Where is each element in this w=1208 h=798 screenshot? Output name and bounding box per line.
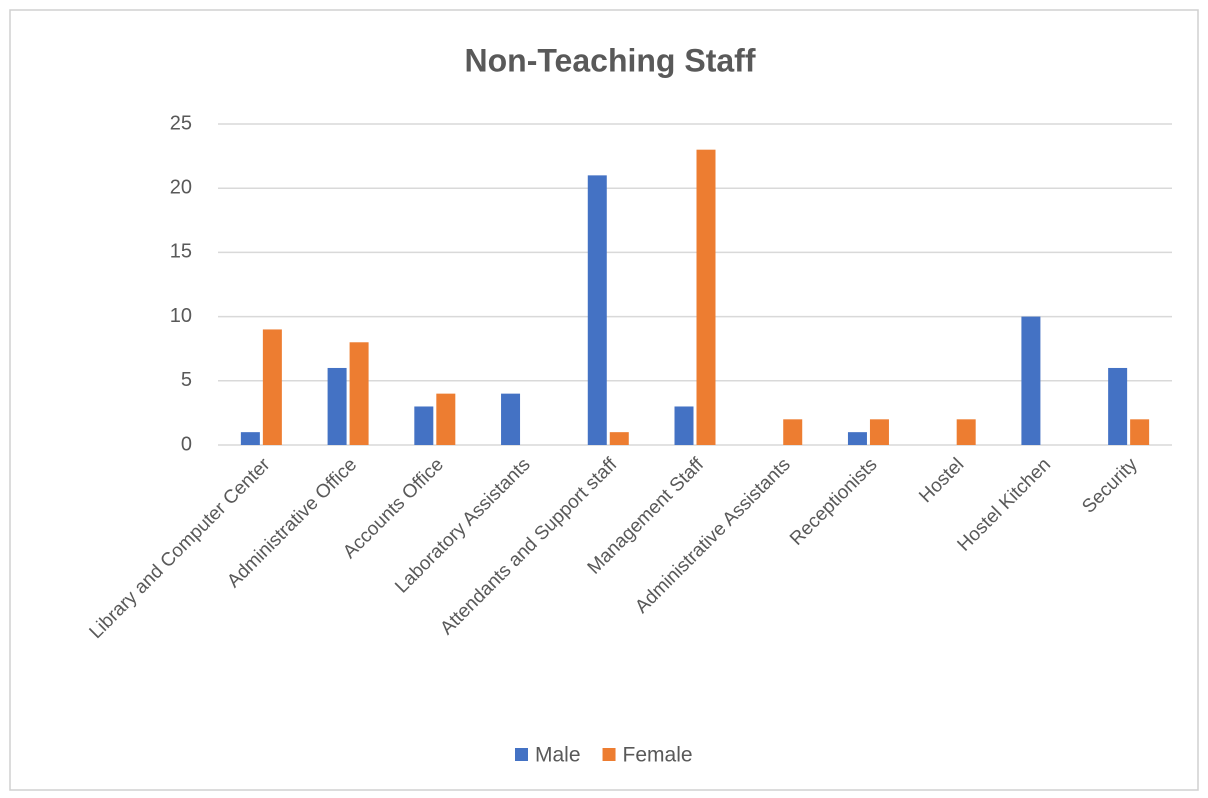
bar [783,419,803,445]
bar [847,432,867,445]
bar [674,406,694,445]
chart-title: Non-Teaching Staff [465,42,756,78]
bar [436,393,456,445]
bar [240,432,260,445]
bar [1108,367,1128,445]
bar [1130,419,1150,445]
y-tick-label: 15 [170,241,192,263]
bar [501,393,521,445]
bar [696,149,716,445]
bar [414,406,434,445]
y-tick-label: 25 [170,112,192,134]
bar [587,175,607,446]
legend-label: Female [623,744,693,767]
bar [262,329,282,445]
bar [609,432,629,445]
legend-swatch [515,748,528,761]
y-tick-label: 0 [181,433,192,455]
y-tick-label: 5 [181,369,192,391]
bar [349,342,369,445]
legend-label: Male [535,744,581,767]
bar [327,367,347,445]
y-tick-label: 10 [170,305,192,327]
legend-swatch [602,748,616,761]
bar [869,419,889,445]
bar [956,419,976,445]
y-tick-label: 20 [170,176,192,198]
bar [1021,316,1041,445]
